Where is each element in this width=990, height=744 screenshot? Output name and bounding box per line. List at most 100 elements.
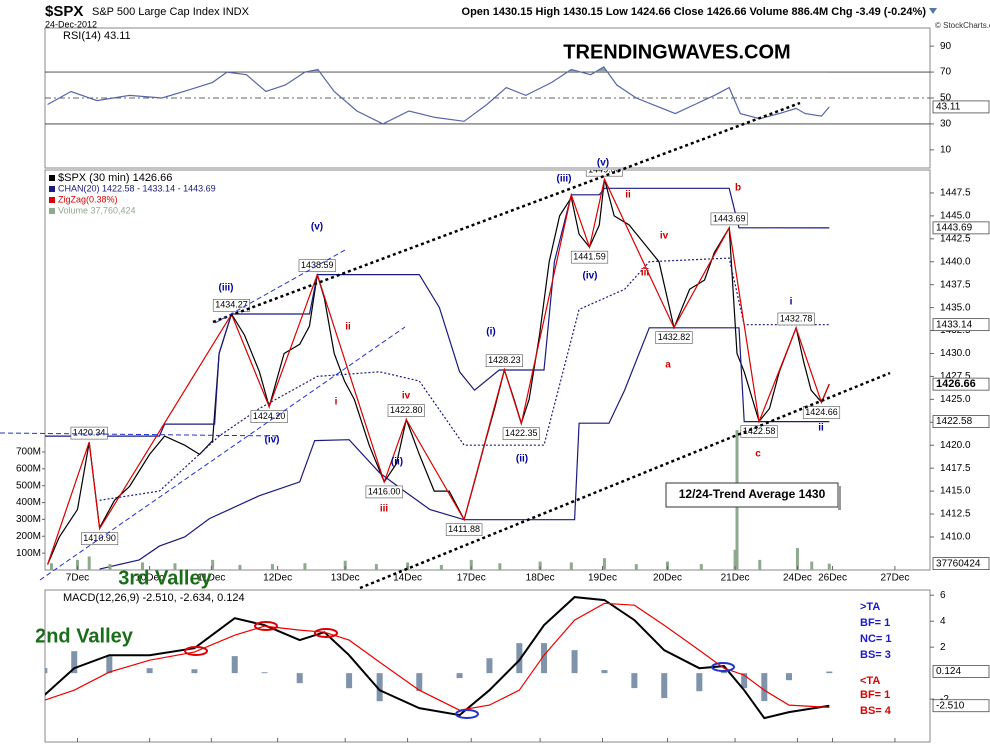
- value-tag: 1422.58: [936, 416, 973, 427]
- histogram-bar: [571, 650, 578, 674]
- wave-label: iv: [402, 391, 411, 402]
- wave-label: (ii): [391, 457, 403, 468]
- pivot-label: 1432.82: [658, 332, 691, 342]
- x-tick-label: 10Dec: [135, 573, 164, 584]
- x-tick-label: 21Dec: [721, 573, 750, 584]
- pivot-label-box: [365, 485, 403, 499]
- pivot-label: 1424.66: [805, 407, 838, 417]
- histogram-bar: [456, 673, 463, 679]
- ta-label: BF= 1: [860, 617, 890, 629]
- wave-label: a: [665, 360, 671, 371]
- crossover-marker: [184, 646, 208, 656]
- volume-bar: [665, 561, 669, 570]
- pivot-label: 1411.88: [448, 524, 480, 534]
- site-title: TRENDINGWAVES.COM: [563, 41, 790, 63]
- pivot-label-box: [655, 331, 693, 344]
- menu-arrow: [929, 8, 937, 14]
- y-tick-label: 1417.5: [940, 463, 971, 474]
- y-tick-label: 1442.5: [940, 233, 971, 244]
- y-tick-label: 90: [940, 41, 952, 52]
- pivot-label-box: [585, 170, 624, 177]
- y-tick-label: 2: [940, 642, 946, 653]
- ta-label: BS= 4: [860, 705, 892, 717]
- volume-bar: [270, 564, 274, 570]
- histogram-bar: [516, 643, 523, 674]
- value-tag: 43.11: [936, 102, 961, 113]
- channel-line: [214, 249, 346, 324]
- wave-label: b: [735, 183, 741, 194]
- value-tag-box: [932, 100, 990, 114]
- wave-label: (iii): [219, 283, 234, 294]
- histogram-bar: [826, 671, 833, 674]
- y2-tick-label: 500M: [16, 480, 41, 491]
- volume-bar: [498, 563, 502, 570]
- wave-label: i: [335, 397, 338, 408]
- y2-tick-label: 600M: [16, 463, 41, 474]
- value-tag-box: [932, 699, 990, 713]
- pivot-label: 1449.00: [588, 165, 621, 175]
- histogram-bar: [231, 656, 238, 674]
- pivot-label: 1424.20: [253, 411, 286, 421]
- pivot-label: 1422.58: [743, 426, 776, 436]
- volume-bar: [795, 548, 799, 570]
- x-tick-label: 11Dec: [197, 573, 225, 584]
- y2-tick-label: 100M: [16, 548, 41, 559]
- legend-swatch: [49, 175, 55, 181]
- histogram-bar: [191, 669, 198, 674]
- quote: Open 1430.15 High 1430.15 Low 1424.66 Cl…: [462, 6, 927, 18]
- legend-swatch: [49, 197, 55, 203]
- histogram-bar: [416, 673, 423, 692]
- crossover-marker: [455, 709, 479, 719]
- value-tag: 1443.69: [936, 223, 973, 234]
- y-tick-label: 1447.5: [940, 188, 971, 199]
- value-tag: 0.124: [936, 666, 961, 677]
- volume-bar: [602, 558, 606, 570]
- histogram-bar: [45, 668, 48, 674]
- upper-trendline: [212, 101, 801, 324]
- crossover-marker: [254, 621, 278, 631]
- x-tick-label: 13Dec: [331, 573, 360, 584]
- lower-trendline: [359, 371, 891, 590]
- decorations: [0, 101, 891, 590]
- pivot-label-box: [485, 354, 523, 368]
- volume-bar: [211, 559, 215, 570]
- value-tag-box: [932, 415, 990, 428]
- pivot-label-box: [777, 312, 815, 326]
- channel-line: [39, 326, 406, 581]
- x-tick-label: 26Dec: [818, 573, 847, 584]
- pivot-label: 1420.34: [73, 427, 106, 437]
- panel: -22467Dec10Dec11Dec12Dec13Dec14Dec17Dec1…: [44, 589, 990, 743]
- ta-label: <TA: [860, 675, 880, 687]
- panel-title: MACD(12,26,9) -2.510, -2.634, 0.124: [63, 592, 245, 604]
- y-tick-label: 1445.0: [940, 211, 971, 222]
- y-tick-label: 30: [940, 119, 952, 130]
- value-tag: 1433.14: [936, 319, 973, 330]
- y-tick-label: 1425.0: [940, 394, 971, 405]
- volume-bar: [569, 562, 573, 570]
- volume-bar: [49, 563, 53, 570]
- ta-label: >TA: [860, 601, 880, 613]
- pivot-label-box: [502, 427, 540, 440]
- histogram-bar: [146, 668, 153, 674]
- volume-bar: [343, 560, 347, 570]
- wave-label: iii: [380, 504, 389, 515]
- x-tick-label: 20Dec: [653, 573, 682, 584]
- channel-line: [0, 432, 281, 437]
- pivot-label: 1434.27: [215, 300, 248, 310]
- volume-bar: [758, 559, 762, 570]
- y2-tick-label: 300M: [16, 514, 41, 525]
- pivot-label-box: [445, 523, 483, 537]
- y-tick-label: 1440.0: [940, 256, 971, 267]
- volume-bar: [140, 562, 144, 570]
- ta-label: BS= 3: [860, 649, 891, 661]
- panel-frame: [44, 589, 931, 743]
- histogram-bar: [661, 673, 668, 699]
- crossover-marker: [711, 662, 735, 672]
- histogram-bar: [346, 673, 353, 689]
- valley-label: 2nd Valley: [35, 625, 134, 647]
- y-tick-label: 10: [940, 144, 952, 155]
- volume-bar: [469, 559, 473, 570]
- volume-bar: [810, 561, 814, 570]
- x-tick-label: 17Dec: [457, 573, 486, 584]
